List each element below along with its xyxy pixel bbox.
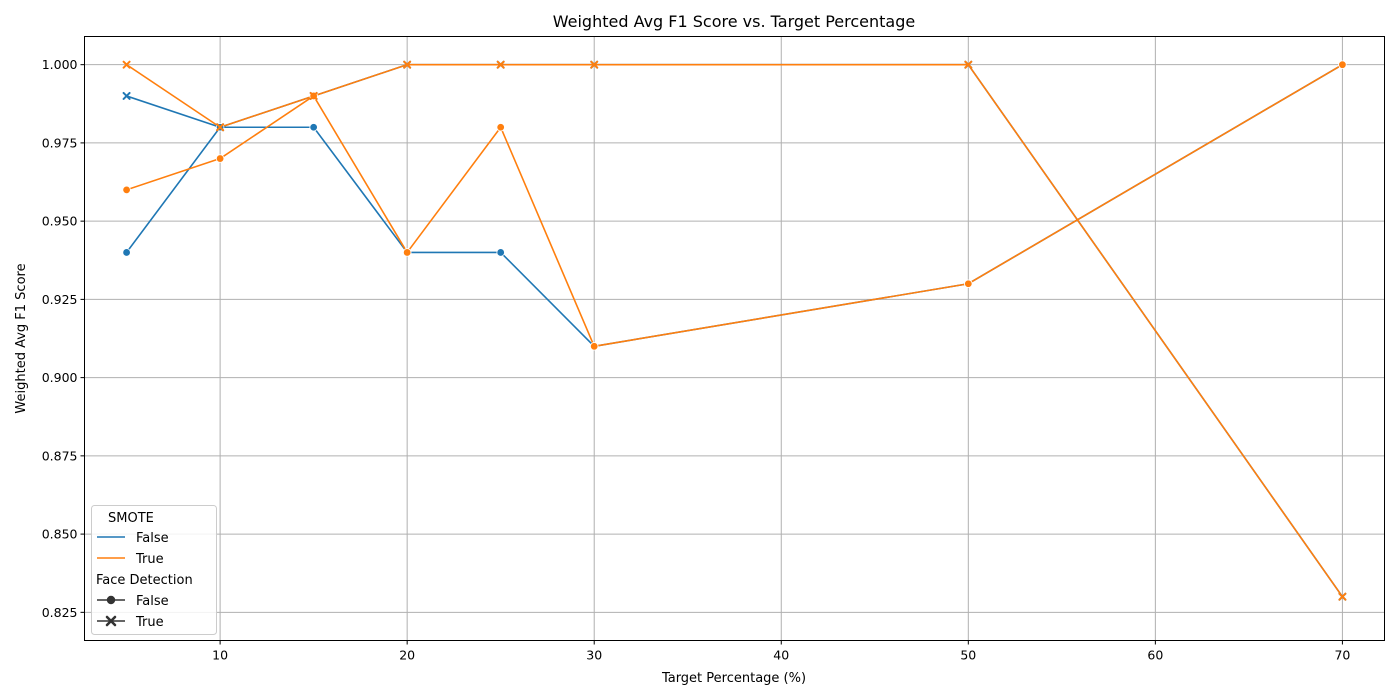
data-point-smote-true-face-true bbox=[1338, 592, 1347, 601]
legend-label-face-true: True bbox=[135, 615, 164, 630]
data-point-smote-true-face-true bbox=[216, 123, 225, 132]
x-axis-label: Target Percentage (%) bbox=[661, 671, 806, 686]
grid-lines bbox=[84, 36, 1385, 641]
legend-style-title: Face Detection bbox=[96, 573, 193, 588]
series-lines bbox=[125, 63, 1344, 598]
data-point-smote-true-face-true bbox=[403, 60, 412, 69]
data-point-smote-true-face-false bbox=[964, 279, 973, 288]
legend-hue-title: SMOTE bbox=[108, 511, 154, 526]
x-tick-label: 70 bbox=[1334, 648, 1350, 663]
legend-entry-smote-true: True bbox=[97, 552, 164, 567]
series-line-smote-true-face-true bbox=[126, 63, 1344, 598]
legend-circle-marker-icon bbox=[106, 595, 116, 605]
legend-entry-smote-false: False bbox=[97, 531, 169, 546]
data-point-smote-false-face-false bbox=[496, 248, 505, 257]
data-point-smote-false-face-false bbox=[309, 123, 318, 132]
data-point-smote-false-face-false bbox=[122, 248, 131, 257]
series-line-smote-true-face-false bbox=[126, 63, 1343, 348]
legend-entry-face-true: True bbox=[97, 615, 164, 630]
series-markers bbox=[122, 60, 1347, 601]
axis-ticks: 10 20 30 40 50 60 70 0.825 0.850 0.875 0.900 0.925 0… bbox=[42, 57, 1351, 662]
legend: SMOTE False True Face Detection False Tr… bbox=[91, 505, 217, 635]
y-tick-label: 1.000 bbox=[42, 57, 78, 72]
legend-entry-face-false: False bbox=[97, 594, 169, 609]
x-tick-label: 10 bbox=[212, 648, 228, 663]
y-tick-label: 0.850 bbox=[42, 527, 78, 542]
data-point-smote-true-face-false bbox=[122, 185, 131, 195]
x-tick-label: 30 bbox=[586, 648, 602, 663]
x-tick-label: 40 bbox=[773, 648, 789, 663]
x-tick-label: 50 bbox=[960, 648, 976, 663]
y-tick-label: 0.825 bbox=[42, 605, 78, 620]
legend-label-face-false: False bbox=[136, 594, 169, 609]
data-point-smote-false-face-true bbox=[122, 91, 131, 100]
x-tick-label: 60 bbox=[1147, 648, 1163, 663]
data-point-smote-true-face-true bbox=[590, 60, 599, 69]
x-tick-label: 20 bbox=[399, 648, 415, 663]
y-tick-label: 0.925 bbox=[42, 292, 78, 307]
plot-frame bbox=[84, 36, 1385, 641]
data-point-smote-true-face-false bbox=[1338, 60, 1347, 69]
legend-label-smote-false: False bbox=[136, 531, 169, 546]
legend-x-marker-icon bbox=[105, 615, 117, 627]
y-tick-label: 0.875 bbox=[42, 448, 78, 463]
series-line-smote-false-face-true bbox=[126, 63, 1344, 598]
data-point-smote-true-face-true bbox=[964, 60, 973, 69]
data-point-smote-true-face-false bbox=[496, 123, 505, 132]
y-tick-label: 0.950 bbox=[42, 214, 78, 229]
data-point-smote-true-face-false bbox=[402, 248, 412, 257]
series-line-smote-false-face-false bbox=[125, 63, 1343, 348]
chart-title: Weighted Avg F1 Score vs. Target Percent… bbox=[553, 12, 915, 31]
data-point-smote-true-face-false bbox=[590, 342, 599, 351]
data-point-smote-true-face-true bbox=[309, 91, 318, 100]
data-point-smote-true-face-true bbox=[122, 60, 131, 69]
y-tick-label: 0.975 bbox=[42, 135, 78, 150]
y-axis-label: Weighted Avg F1 Score bbox=[14, 263, 29, 413]
y-tick-label: 0.900 bbox=[42, 370, 78, 385]
data-point-smote-true-face-false bbox=[215, 154, 225, 163]
legend-label-smote-true: True bbox=[135, 552, 164, 567]
data-point-smote-true-face-true bbox=[496, 60, 505, 69]
